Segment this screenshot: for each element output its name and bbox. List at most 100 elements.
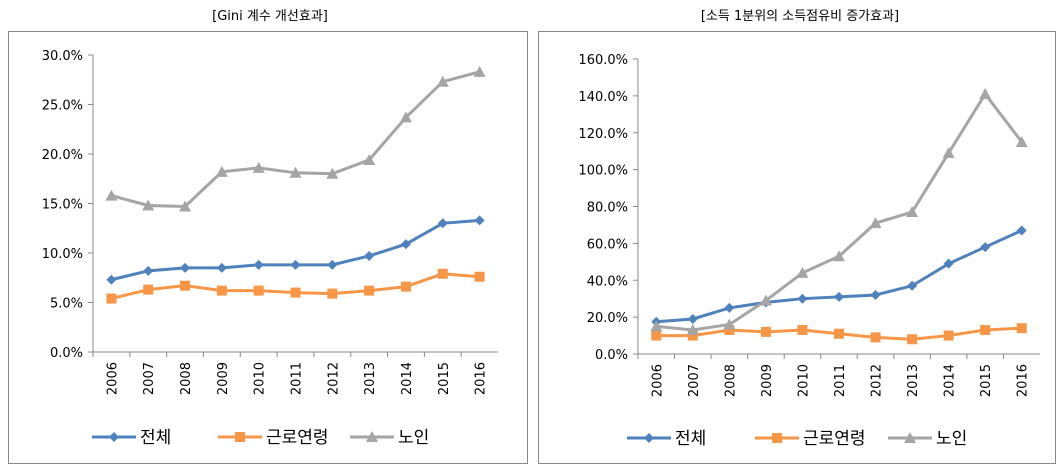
x-tick-label: 2013 (363, 362, 378, 395)
x-tick-label: 2007 (687, 364, 702, 397)
marker (797, 293, 808, 304)
marker (364, 250, 375, 261)
y-tick-label: 140.0% (578, 90, 628, 105)
marker (399, 111, 412, 123)
y-tick-label: 15.0% (42, 198, 83, 213)
marker (436, 75, 449, 87)
x-tick-label: 2011 (290, 362, 305, 395)
marker (651, 330, 662, 341)
marker (1016, 225, 1027, 236)
legend-label: 노인 (398, 428, 429, 448)
marker (980, 242, 991, 253)
legend-label: 노인 (936, 429, 967, 449)
marker (437, 218, 448, 229)
y-tick-label: 120.0% (578, 127, 628, 142)
x-tick-label: 2009 (216, 362, 231, 395)
marker (327, 259, 338, 270)
marker (1016, 323, 1027, 334)
y-tick-label: 30.0% (42, 49, 83, 64)
marker (687, 313, 698, 324)
marker (869, 217, 882, 229)
x-tick-label: 2013 (906, 364, 921, 397)
marker (759, 294, 772, 306)
x-tick-label: 2015 (437, 362, 452, 395)
legend-marker (109, 432, 119, 442)
legend-label: 전체 (140, 428, 171, 448)
legend-label: 전체 (675, 429, 706, 449)
marker (797, 325, 808, 336)
x-tick-label: 2006 (650, 364, 665, 397)
legend-marker (644, 433, 654, 443)
y-tick-label: 80.0% (587, 201, 628, 216)
x-tick-label: 2009 (760, 364, 775, 397)
y-tick-label: 160.0% (578, 53, 628, 68)
marker (253, 259, 264, 270)
marker (290, 287, 301, 298)
marker (760, 326, 771, 337)
marker (650, 320, 663, 332)
marker (870, 332, 881, 343)
legend-label: 근로연령 (803, 429, 866, 449)
marker (979, 88, 992, 100)
marker (106, 274, 117, 285)
marker (723, 318, 736, 330)
marker (215, 165, 228, 177)
marker (216, 285, 227, 296)
marker (105, 189, 118, 201)
marker (907, 280, 918, 291)
marker (687, 330, 698, 341)
chart-frame (8, 31, 528, 464)
marker (437, 268, 448, 279)
y-tick-label: 25.0% (42, 99, 83, 114)
y-tick-label: 10.0% (42, 247, 83, 262)
marker (253, 285, 264, 296)
legend-marker (904, 432, 916, 443)
marker (180, 280, 191, 291)
marker (724, 325, 735, 336)
marker (326, 167, 339, 179)
y-tick-label: 0.0% (50, 346, 83, 361)
marker (943, 258, 954, 269)
marker (216, 262, 227, 273)
y-tick-label: 40.0% (587, 274, 628, 289)
y-tick-label: 20.0% (587, 311, 628, 326)
marker (796, 266, 809, 278)
x-tick-label: 2015 (979, 364, 994, 397)
marker (474, 271, 485, 282)
x-tick-label: 2016 (1016, 364, 1031, 397)
marker (327, 288, 338, 299)
marker (834, 328, 844, 339)
marker (290, 259, 301, 270)
marker (143, 265, 154, 276)
marker (180, 262, 191, 273)
x-tick-label: 2006 (105, 362, 120, 395)
marker (907, 334, 918, 345)
legend-marker (366, 431, 378, 442)
x-tick-label: 2008 (723, 364, 738, 397)
chart-frame (538, 31, 1056, 464)
y-tick-label: 0.0% (595, 348, 628, 363)
marker (106, 293, 117, 304)
marker (363, 153, 376, 165)
marker (833, 250, 845, 262)
y-tick-label: 100.0% (578, 164, 628, 179)
x-tick-label: 2008 (179, 362, 194, 395)
marker (142, 199, 155, 211)
x-tick-label: 2014 (400, 362, 415, 395)
x-tick-label: 2010 (253, 362, 268, 395)
y-tick-label: 5.0% (50, 297, 83, 312)
marker (400, 239, 411, 250)
chart-title: [Gini 계수 개선효과] (212, 9, 328, 24)
marker (1015, 135, 1028, 147)
x-tick-label: 2007 (142, 362, 157, 395)
marker (870, 290, 881, 300)
marker (252, 161, 265, 173)
x-tick-label: 2010 (796, 364, 811, 397)
marker (289, 166, 302, 178)
y-tick-label: 60.0% (587, 237, 628, 252)
marker (943, 330, 954, 341)
legend-label: 근로연령 (266, 428, 329, 448)
x-tick-label: 2016 (474, 362, 489, 395)
x-tick-label: 2011 (833, 364, 848, 397)
